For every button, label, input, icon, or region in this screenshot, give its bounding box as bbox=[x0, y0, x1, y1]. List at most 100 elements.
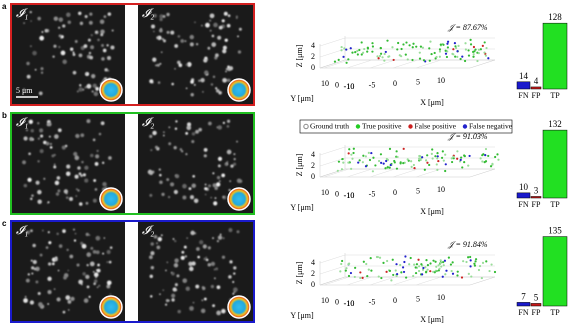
scatter-point bbox=[370, 269, 373, 272]
speckle bbox=[174, 239, 177, 243]
speckle bbox=[233, 272, 236, 275]
speckle bbox=[222, 77, 227, 83]
speckle bbox=[185, 63, 189, 67]
scatter-point bbox=[345, 267, 348, 270]
speckle bbox=[24, 295, 27, 298]
scatter-point bbox=[398, 54, 401, 57]
legend-marker bbox=[355, 124, 361, 129]
speckle bbox=[92, 198, 97, 203]
speckle bbox=[225, 67, 229, 71]
speckle bbox=[35, 180, 40, 185]
speckle bbox=[149, 193, 153, 197]
speckle bbox=[96, 269, 99, 272]
speckle bbox=[73, 151, 78, 157]
speckle bbox=[218, 180, 221, 183]
speckle bbox=[66, 12, 71, 18]
speckle bbox=[217, 156, 223, 161]
scatter-point bbox=[340, 49, 343, 52]
scatter-point bbox=[353, 275, 356, 279]
speckle bbox=[56, 297, 61, 302]
speckle bbox=[108, 156, 112, 160]
speckle bbox=[185, 286, 190, 291]
speckle bbox=[159, 180, 163, 185]
speckle bbox=[207, 121, 212, 126]
scatter-point bbox=[484, 160, 488, 163]
speckle bbox=[32, 243, 36, 248]
speckle bbox=[95, 87, 100, 91]
image-label: 𝓘₂ bbox=[142, 6, 154, 20]
scatter-point bbox=[489, 165, 493, 168]
speckle bbox=[40, 67, 44, 71]
scatter-point bbox=[343, 47, 346, 50]
speckle bbox=[81, 283, 83, 286]
speckle bbox=[232, 292, 235, 295]
speckle bbox=[37, 16, 42, 21]
speckle bbox=[88, 234, 91, 236]
scatter-point bbox=[487, 154, 490, 158]
scatter-point bbox=[436, 168, 439, 171]
scatter-point bbox=[432, 270, 435, 273]
x-axis-label: X [μm] bbox=[420, 207, 444, 216]
scatter-point bbox=[463, 154, 466, 157]
speckle bbox=[150, 295, 153, 298]
speckle bbox=[204, 183, 207, 186]
scatter-point bbox=[469, 43, 473, 46]
speckle bbox=[101, 44, 104, 47]
speckle bbox=[67, 309, 70, 311]
speckle bbox=[221, 173, 226, 178]
x-tick-label: 5 bbox=[416, 77, 420, 86]
scatter-point bbox=[442, 159, 445, 162]
speckle bbox=[79, 84, 82, 87]
speckle bbox=[192, 174, 196, 178]
scatter-point bbox=[437, 264, 440, 267]
bar-value: 132 bbox=[548, 119, 562, 129]
speckle bbox=[93, 282, 96, 286]
scatter-point bbox=[369, 257, 372, 260]
scatter-point bbox=[340, 168, 344, 171]
scatter-point bbox=[377, 275, 380, 278]
speckle bbox=[37, 122, 40, 125]
speckle bbox=[62, 59, 67, 65]
speckle bbox=[67, 300, 72, 304]
pupil-inset bbox=[99, 295, 123, 319]
scatter-point bbox=[383, 52, 386, 56]
speckle bbox=[188, 187, 192, 191]
scatter-point bbox=[473, 264, 477, 267]
speckle bbox=[39, 253, 43, 257]
speckle bbox=[95, 154, 100, 159]
scatter-point bbox=[453, 42, 457, 45]
scatter-point bbox=[382, 162, 385, 165]
z-axis-label: Z [μm] bbox=[295, 153, 304, 176]
speckle bbox=[109, 246, 113, 249]
speckle bbox=[153, 234, 158, 239]
speckle bbox=[102, 48, 107, 53]
plot-box bbox=[319, 253, 496, 286]
scatter-point bbox=[411, 46, 414, 49]
scatter-point bbox=[366, 275, 369, 278]
scatter-point bbox=[431, 148, 434, 151]
scatter-point bbox=[357, 161, 360, 164]
scatter-point bbox=[469, 259, 472, 262]
speckle bbox=[95, 250, 100, 255]
scatter-point bbox=[459, 57, 462, 61]
speckle bbox=[45, 246, 49, 249]
speckle bbox=[82, 272, 86, 276]
speckle bbox=[69, 254, 74, 259]
speckle bbox=[49, 146, 53, 149]
speckle bbox=[228, 228, 233, 233]
speckle bbox=[173, 189, 178, 195]
speckle bbox=[150, 242, 154, 246]
x-grid-line bbox=[392, 59, 419, 69]
speckle bbox=[74, 155, 80, 161]
x-grid-line bbox=[323, 59, 350, 69]
speckle bbox=[80, 241, 84, 245]
speckle bbox=[86, 252, 92, 257]
scatter-point bbox=[418, 57, 422, 60]
speckle bbox=[93, 179, 97, 182]
speckle bbox=[62, 229, 66, 233]
speckle bbox=[190, 93, 194, 97]
bar-value: 5 bbox=[534, 292, 539, 302]
z-grid-line bbox=[319, 254, 346, 264]
speckle bbox=[195, 284, 200, 289]
speckle bbox=[30, 259, 33, 262]
